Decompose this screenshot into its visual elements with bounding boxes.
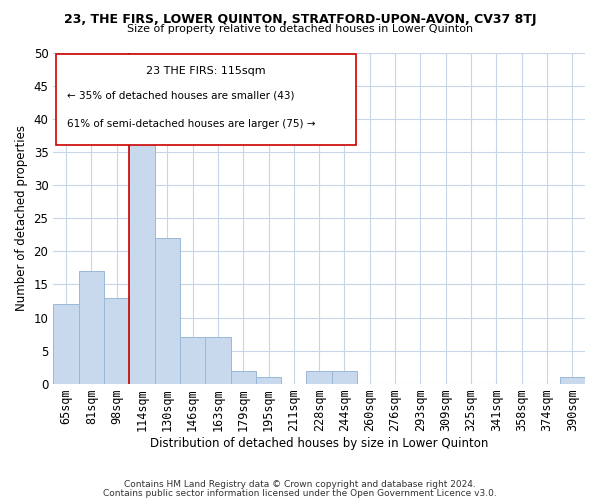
FancyBboxPatch shape (56, 54, 356, 146)
Bar (180, 338, 205, 384)
Text: 61% of semi-detached houses are larger (75) →: 61% of semi-detached houses are larger (… (67, 119, 315, 129)
Y-axis label: Number of detached properties: Number of detached properties (15, 125, 28, 311)
Bar (230, 370, 256, 384)
Bar (79, 271, 104, 384)
Text: Contains public sector information licensed under the Open Government Licence v3: Contains public sector information licen… (103, 488, 497, 498)
Bar (53, 304, 79, 384)
Bar (155, 238, 180, 384)
Bar (332, 370, 357, 384)
Bar (205, 338, 230, 384)
Text: 23, THE FIRS, LOWER QUINTON, STRATFORD-UPON-AVON, CV37 8TJ: 23, THE FIRS, LOWER QUINTON, STRATFORD-U… (64, 12, 536, 26)
Bar (104, 298, 129, 384)
Bar (307, 370, 332, 384)
Text: Contains HM Land Registry data © Crown copyright and database right 2024.: Contains HM Land Registry data © Crown c… (124, 480, 476, 489)
Text: ← 35% of detached houses are smaller (43): ← 35% of detached houses are smaller (43… (67, 90, 294, 101)
Text: Size of property relative to detached houses in Lower Quinton: Size of property relative to detached ho… (127, 24, 473, 34)
Bar (560, 377, 585, 384)
Bar (129, 126, 155, 384)
X-axis label: Distribution of detached houses by size in Lower Quinton: Distribution of detached houses by size … (150, 437, 488, 450)
Text: 23 THE FIRS: 115sqm: 23 THE FIRS: 115sqm (146, 66, 266, 76)
Bar (256, 377, 281, 384)
